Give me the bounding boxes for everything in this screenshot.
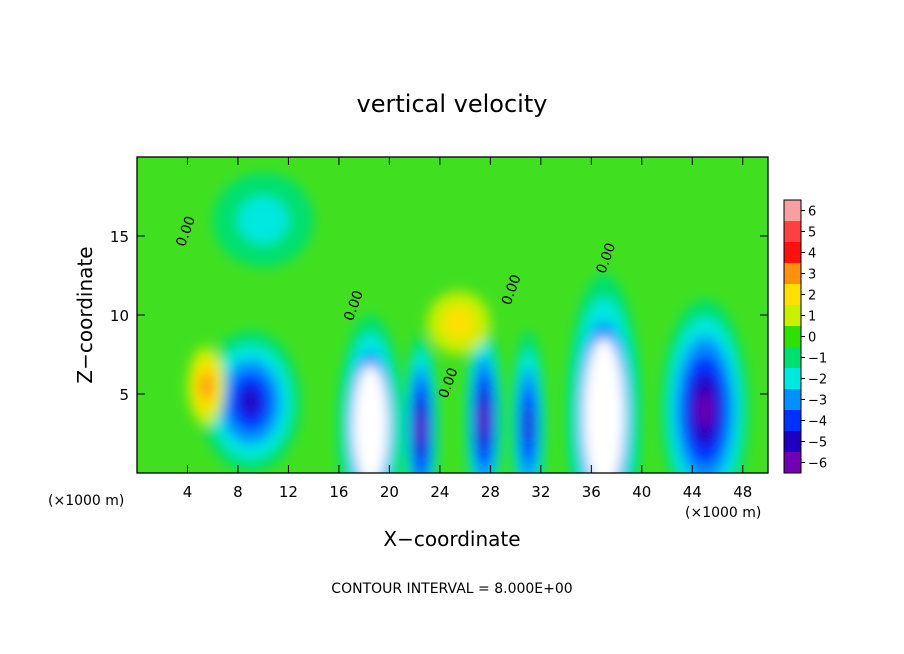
colorbar-label: −6 [808, 457, 827, 472]
y-tick-label: 15 [110, 228, 129, 246]
colorbar-swatch [784, 368, 801, 389]
colorbar-label: 5 [808, 226, 816, 241]
x-unit-left: (×1000 m) [48, 493, 124, 509]
x-tick-label: 44 [683, 483, 702, 501]
colorbar-label: 6 [808, 205, 816, 220]
velocity-cell [212, 172, 314, 268]
velocity-cell [465, 324, 503, 473]
colorbar-swatch [784, 347, 801, 368]
colorbar-label: 0 [808, 331, 816, 346]
x-axis-label: X−coordinate [383, 527, 520, 551]
x-tick-label: 12 [279, 483, 298, 501]
colorbar-swatch [784, 263, 801, 284]
velocity-cell [510, 330, 546, 473]
velocity-cell [427, 291, 491, 355]
x-tick-label: 40 [632, 483, 651, 501]
colorbar-label: 4 [808, 247, 816, 262]
velocity-field [137, 157, 768, 473]
velocity-cell [403, 333, 439, 473]
x-tick-label: 28 [481, 483, 500, 501]
colorbar-label: 3 [808, 268, 816, 283]
colorbar-swatch [784, 242, 801, 263]
colorbar-swatch [784, 389, 801, 410]
colorbar-swatch [784, 410, 801, 431]
contour-interval-note: CONTOUR INTERVAL = 8.000E+00 [331, 581, 572, 597]
x-axis-ticks: 4 8 12 16 20 24 28 32 36 40 44 48 [183, 157, 752, 501]
x-unit-right: (×1000 m) [685, 505, 761, 521]
x-tick-label: 16 [329, 483, 348, 501]
colorbar-swatch [784, 305, 801, 326]
x-tick-label: 36 [582, 483, 601, 501]
x-tick-label: 20 [380, 483, 399, 501]
colorbar-label: −2 [808, 373, 827, 388]
x-tick-label: 8 [233, 483, 243, 501]
colorbar-swatch [784, 431, 801, 452]
x-tick-label: 24 [430, 483, 449, 501]
x-tick-label: 4 [183, 483, 193, 501]
colorbar-swatch [784, 200, 801, 221]
colorbar-label: 1 [808, 310, 816, 325]
colorbar-label: −5 [808, 436, 827, 451]
colorbar-label: −1 [808, 352, 827, 367]
velocity-cell [187, 346, 226, 426]
colorbar: 6 5 4 3 2 1 0 −1 −2 −3 −4 −5 −6 [783, 199, 827, 474]
y-tick-label: 5 [119, 386, 129, 404]
x-tick-label: 32 [531, 483, 550, 501]
y-axis-ticks: 5 10 15 [110, 228, 768, 404]
colorbar-label: −3 [808, 394, 827, 409]
colorbar-label: −4 [808, 415, 827, 430]
y-axis-label: Z−coordinate [73, 246, 97, 383]
colorbar-swatch [784, 284, 801, 305]
chart-title: vertical velocity [357, 90, 548, 118]
velocity-cell [566, 273, 642, 473]
velocity-cell [337, 315, 404, 473]
x-tick-label: 48 [733, 483, 752, 501]
colorbar-label: 2 [808, 289, 816, 304]
velocity-cell [200, 330, 302, 473]
colorbar-swatch [784, 326, 801, 347]
colorbar-swatch [784, 452, 801, 473]
y-tick-label: 10 [110, 307, 129, 325]
velocity-cell [660, 299, 750, 473]
colorbar-swatch [784, 221, 801, 242]
